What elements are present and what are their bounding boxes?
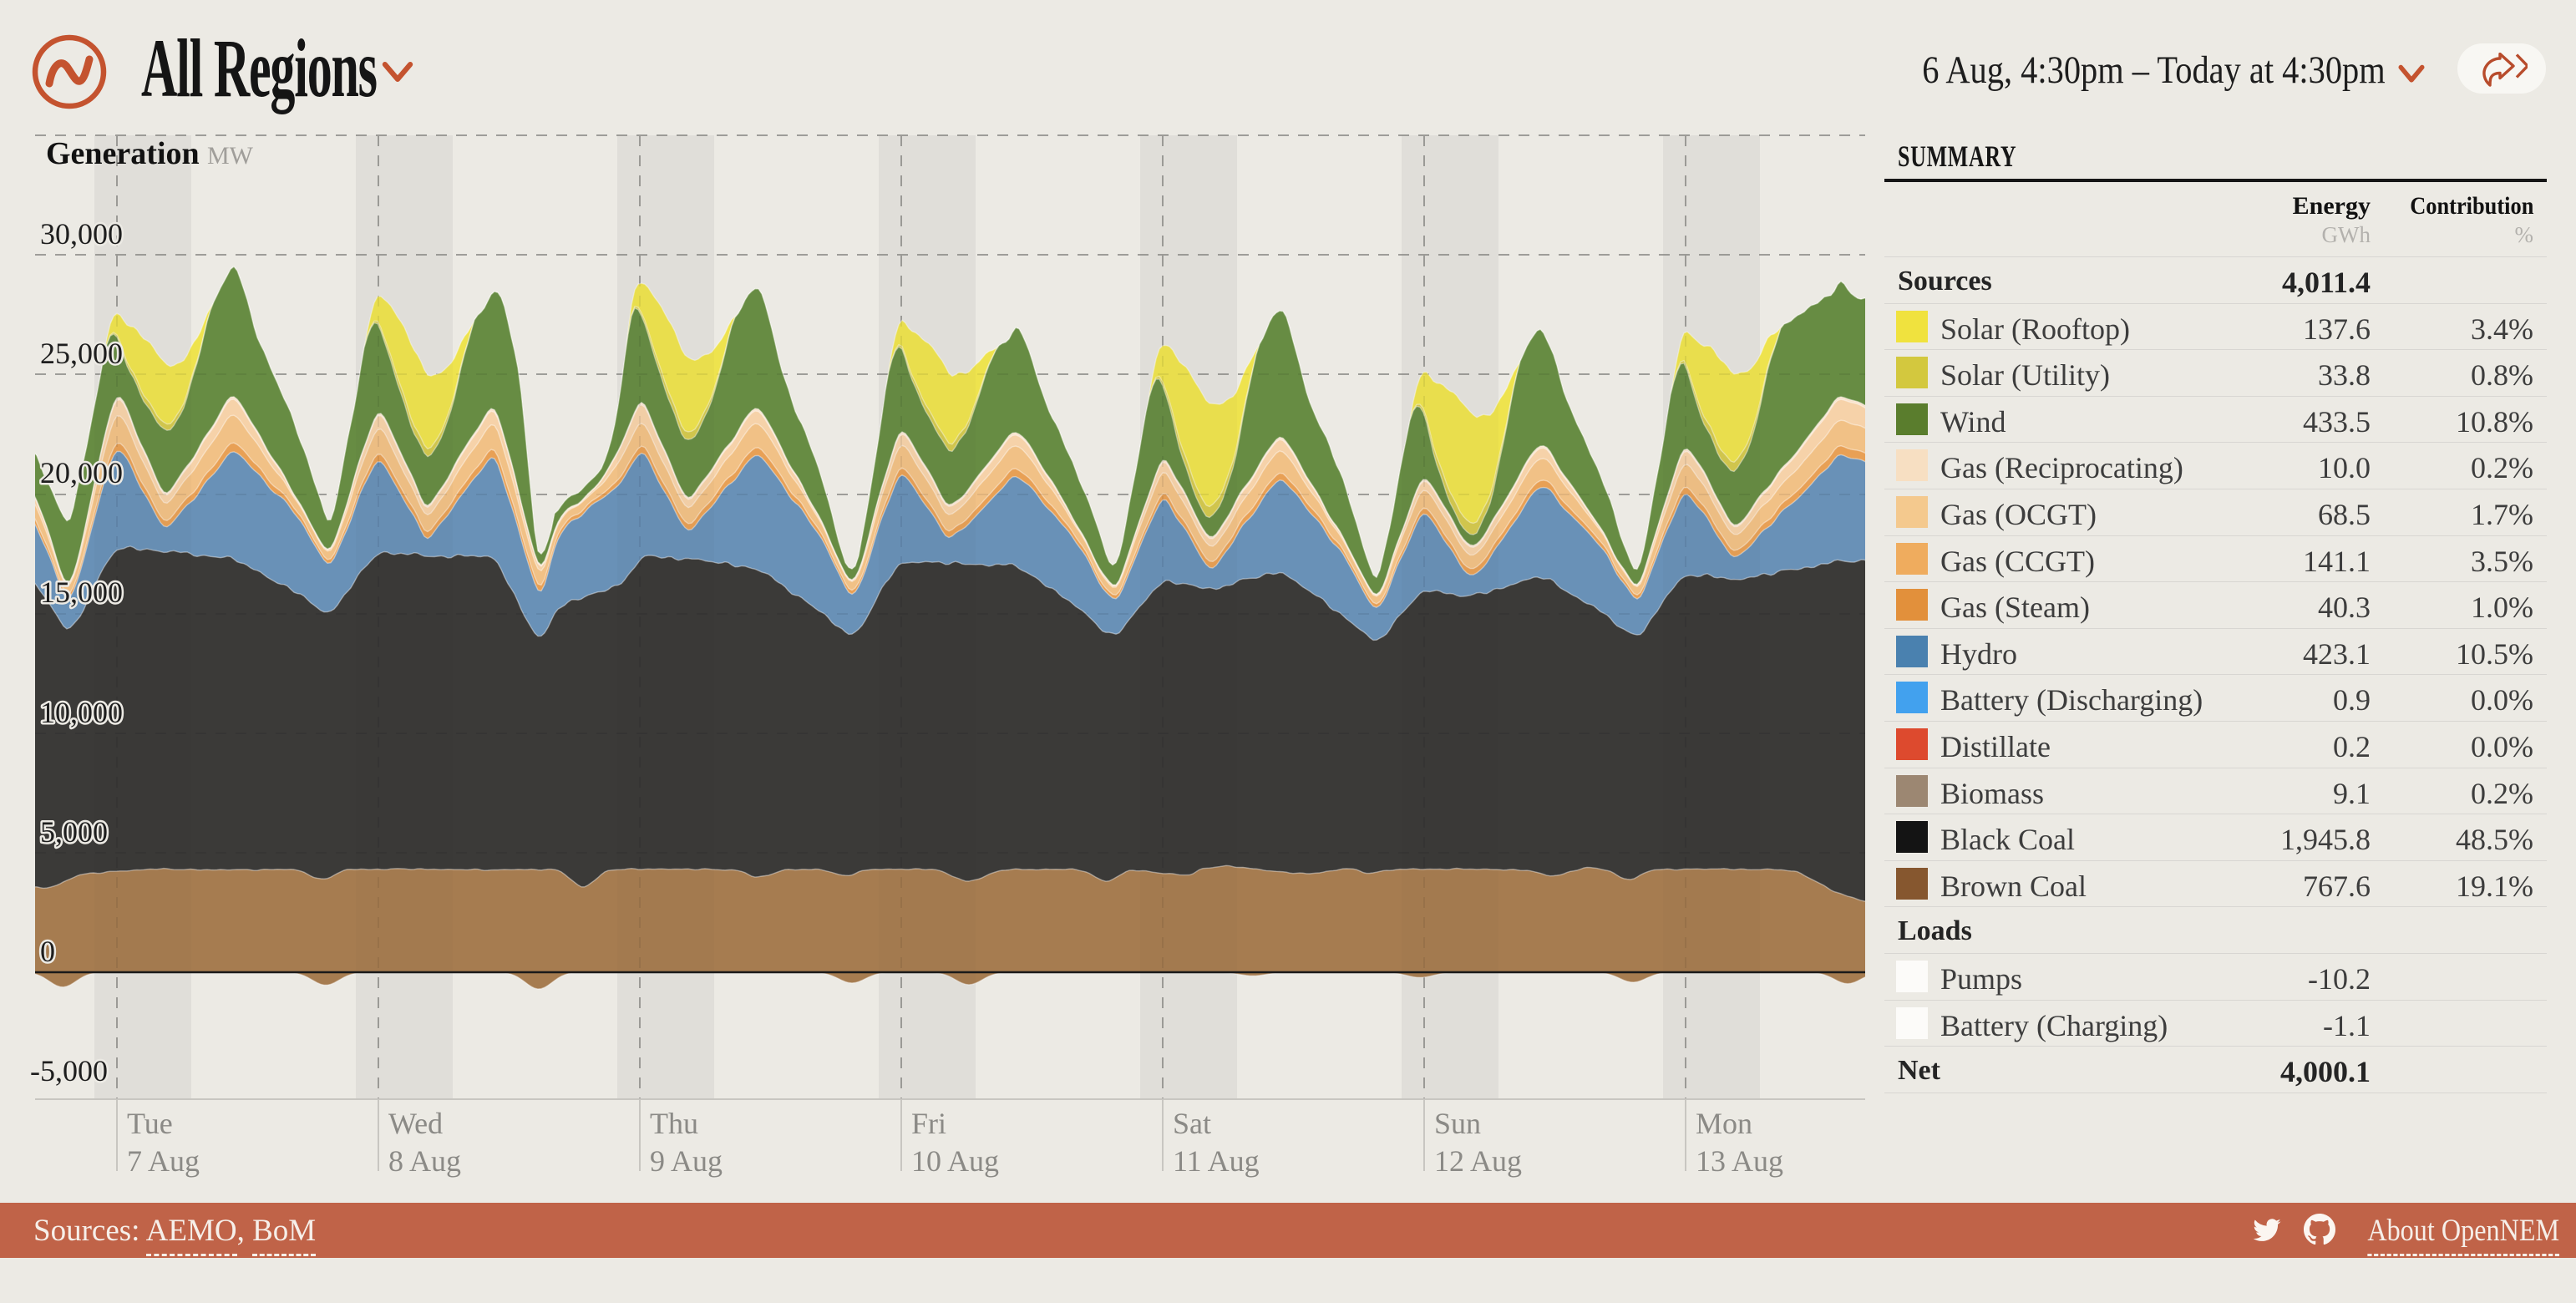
svg-text:11 Aug: 11 Aug [1173,1144,1260,1178]
svg-text:Tue: Tue [127,1107,173,1140]
svg-text:13 Aug: 13 Aug [1696,1144,1783,1178]
svg-text:20,000: 20,000 [40,456,123,489]
svg-text:0: 0 [40,935,55,968]
svg-text:Sat: Sat [1173,1107,1211,1140]
svg-text:10,000: 10,000 [40,696,123,729]
svg-text:25,000: 25,000 [40,337,123,370]
svg-text:-5,000: -5,000 [30,1054,108,1088]
svg-text:5,000: 5,000 [40,815,108,849]
svg-text:MW: MW [207,142,254,170]
svg-text:8 Aug: 8 Aug [388,1144,461,1178]
svg-text:9 Aug: 9 Aug [650,1144,723,1178]
svg-text:15,000: 15,000 [40,575,123,609]
svg-text:12 Aug: 12 Aug [1434,1144,1522,1178]
svg-text:Mon: Mon [1696,1107,1752,1140]
svg-text:10 Aug: 10 Aug [911,1144,999,1178]
svg-text:Wed: Wed [388,1107,443,1140]
svg-text:Thu: Thu [650,1107,698,1140]
svg-text:Generation: Generation [46,136,200,171]
svg-text:7 Aug: 7 Aug [127,1144,200,1178]
svg-text:Fri: Fri [911,1107,946,1140]
svg-text:30,000: 30,000 [40,217,123,251]
svg-text:Sun: Sun [1434,1107,1481,1140]
